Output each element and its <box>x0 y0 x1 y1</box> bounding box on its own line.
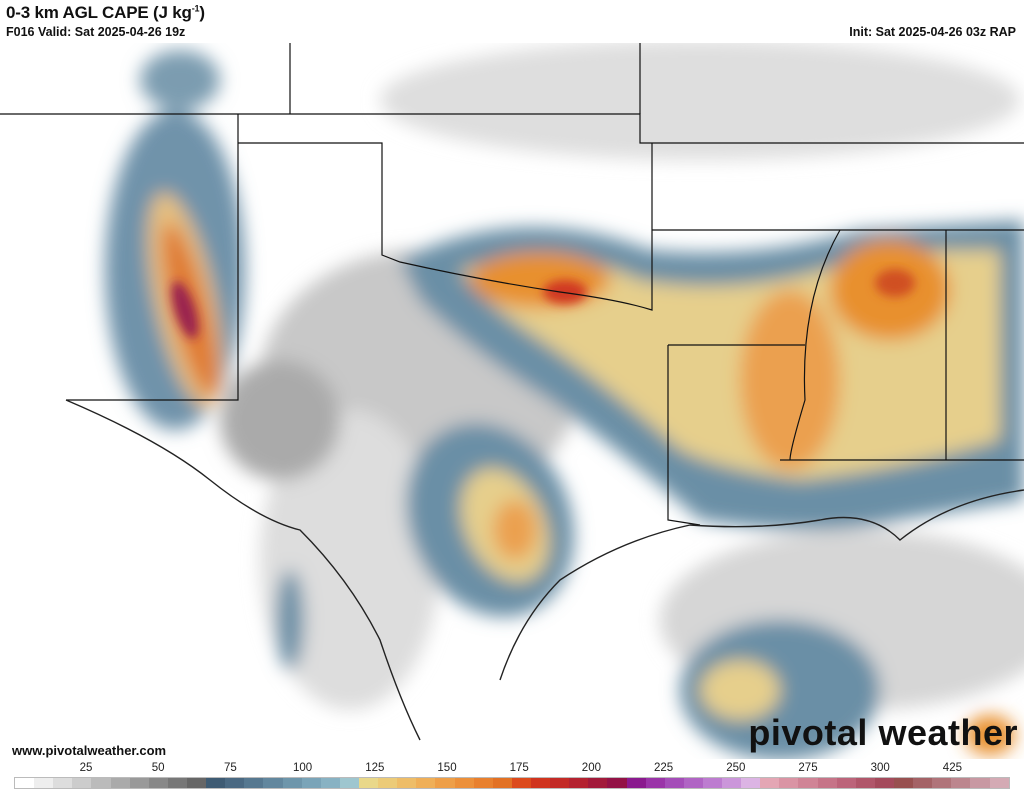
cape-map <box>0 43 1024 759</box>
colorbar-swatch <box>148 778 168 788</box>
colorbar-swatch <box>167 778 187 788</box>
colorbar-swatch <box>932 778 952 788</box>
colorbar-swatch <box>760 778 780 788</box>
colorbar-swatch <box>951 778 971 788</box>
colorbar-swatch <box>664 778 684 788</box>
colorbar-swatch <box>34 778 54 788</box>
colorbar-swatch <box>817 778 837 788</box>
colorbar-swatch <box>874 778 895 788</box>
colorbar-tick-label: 25 <box>79 762 93 774</box>
colorbar-swatch <box>530 778 551 788</box>
colorbar-swatch <box>378 778 398 788</box>
colorbar-swatch <box>397 778 417 788</box>
colorbar-tick-label: 75 <box>223 762 237 774</box>
colorbar-tick-label: 100 <box>293 762 313 774</box>
colorbar-swatch <box>626 778 646 788</box>
colorbar-swatch <box>569 778 589 788</box>
colorbar-tick-label: 225 <box>654 762 674 774</box>
colorbar-swatch <box>206 778 226 788</box>
colorbar-swatch <box>320 778 340 788</box>
colorbar-swatch <box>435 778 455 788</box>
colorbar-tick-label: 175 <box>509 762 529 774</box>
colorbar-swatch <box>741 778 761 788</box>
colorbar-swatch <box>550 778 570 788</box>
colorbar-swatch <box>473 778 493 788</box>
colorbar-swatch <box>607 778 627 788</box>
colorbar-swatch <box>301 778 321 788</box>
map-title: 0-3 km AGL CAPE (J kg-1) <box>6 3 205 22</box>
colorbar-swatch <box>683 778 703 788</box>
init-time: Init: Sat 2025-04-26 03z RAP <box>849 25 1016 39</box>
colorbar-swatch <box>339 778 359 788</box>
valid-time: F016 Valid: Sat 2025-04-26 19z <box>6 25 186 39</box>
colorbar-swatch <box>645 778 665 788</box>
colorbar-swatch <box>129 778 149 788</box>
colorbar-swatch <box>225 778 245 788</box>
colorbar-tick-label: 250 <box>726 762 746 774</box>
colorbar-tick-label: 275 <box>798 762 818 774</box>
colorbar-tick-label: 50 <box>151 762 165 774</box>
colorbar-tick-label: 425 <box>942 762 962 774</box>
colorbar-swatch <box>836 778 856 788</box>
colorbar-swatch <box>894 778 914 788</box>
colorbar-swatch <box>53 778 73 788</box>
pivotal-weather-logo: pivotal weather <box>748 712 1018 753</box>
colorbar-tick-label: 300 <box>870 762 890 774</box>
colorbar-swatch <box>186 778 207 788</box>
colorbar-swatch <box>702 778 723 788</box>
site-credit: www.pivotalweather.com <box>12 743 167 758</box>
colorbar-swatch <box>722 778 742 788</box>
colorbar-swatch <box>15 778 35 788</box>
colorbar-swatch <box>358 778 379 788</box>
colorbar-swatch <box>110 778 130 788</box>
colorbar-swatch <box>244 778 264 788</box>
colorbar-swatch <box>798 778 818 788</box>
colorbar-swatch <box>282 778 302 788</box>
cape-shading <box>105 43 1024 759</box>
colorbar-swatch <box>588 778 608 788</box>
colorbar-swatch <box>511 778 531 788</box>
coastline <box>65 399 1024 741</box>
colorbar-swatch <box>492 778 512 788</box>
colorbar-tick-label: 150 <box>437 762 457 774</box>
colorbar-swatch <box>855 778 875 788</box>
colorbar-swatch <box>91 778 111 788</box>
colorbar-tick-label: 200 <box>581 762 601 774</box>
colorbar-swatch <box>263 778 283 788</box>
colorbar-swatch <box>72 778 92 788</box>
colorbar-tick-label: 125 <box>365 762 385 774</box>
colorbar-swatch <box>970 778 990 788</box>
colorbar-swatch <box>989 778 1009 788</box>
colorbar-swatch <box>416 778 436 788</box>
colorbar <box>14 777 1010 789</box>
colorbar-swatch <box>913 778 933 788</box>
colorbar-swatch <box>779 778 799 788</box>
colorbar-swatch <box>454 778 474 788</box>
state-borders <box>0 43 1024 526</box>
